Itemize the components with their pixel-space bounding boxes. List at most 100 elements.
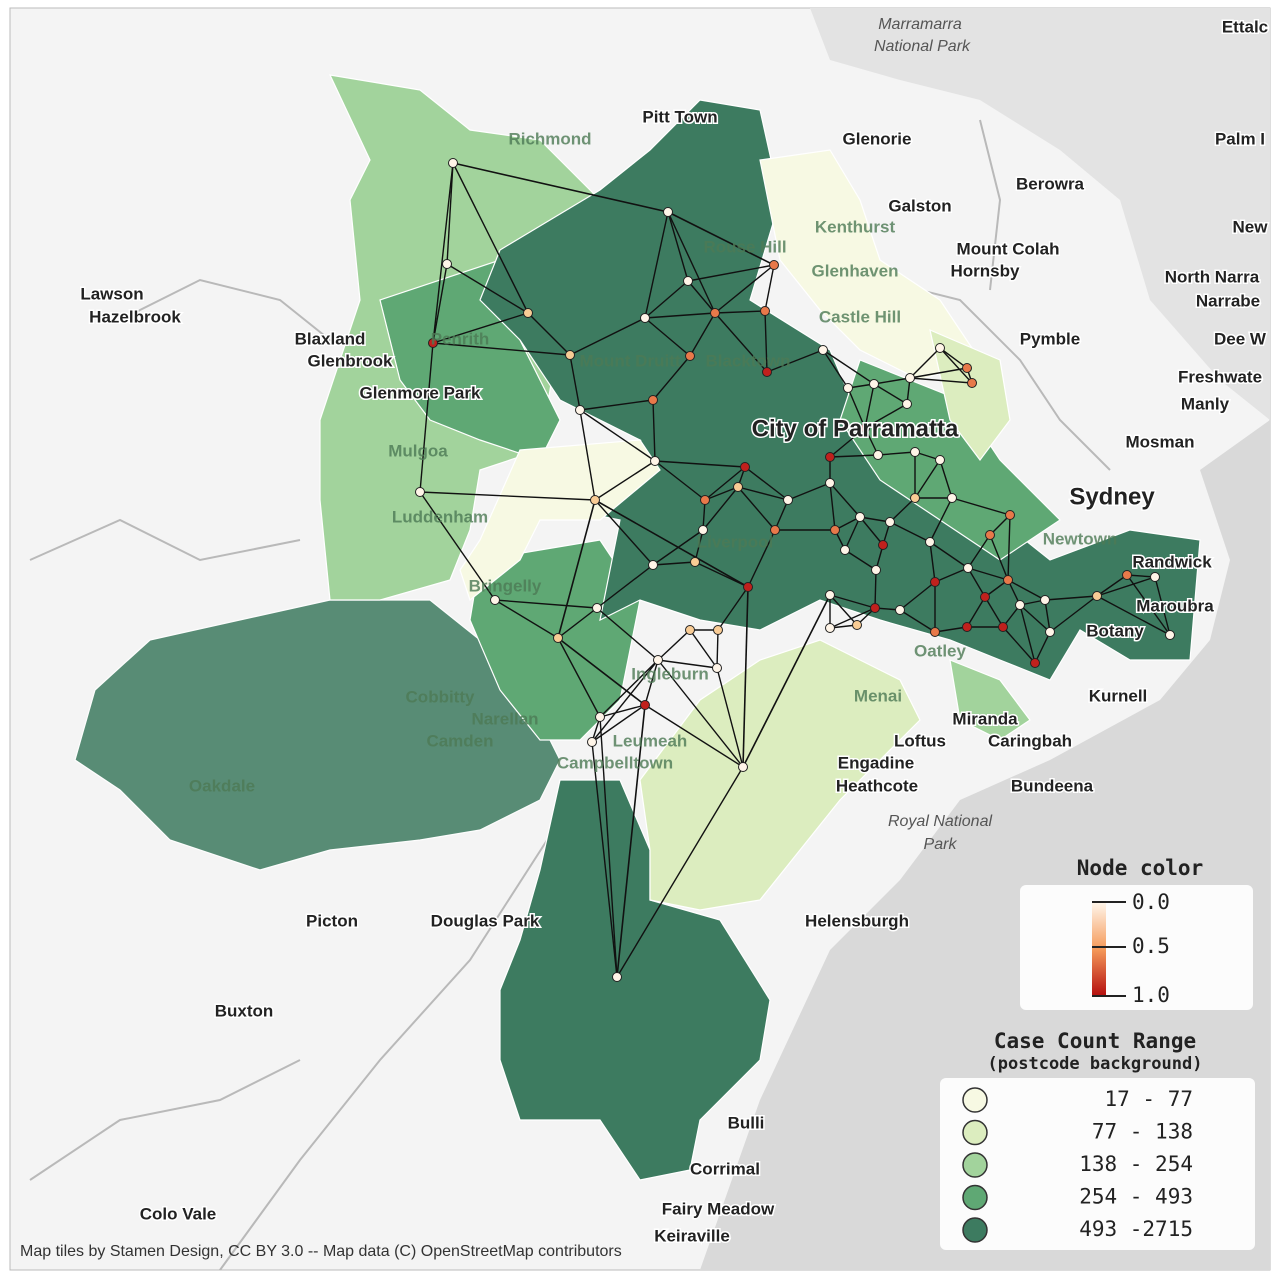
node — [925, 537, 935, 547]
edge — [967, 567, 1009, 581]
place-label: Randwick — [1132, 552, 1212, 571]
node — [1045, 627, 1055, 637]
edge — [989, 534, 1009, 581]
edge — [644, 312, 716, 319]
node — [825, 478, 835, 488]
place-label: Helensburgh — [805, 911, 909, 930]
place-label: Hazelbrook — [89, 307, 181, 326]
node — [1003, 575, 1013, 585]
roads — [29, 119, 1111, 1271]
edge — [934, 626, 968, 633]
place-label: Dee W — [1214, 329, 1267, 348]
place-label: Castle Hill — [819, 307, 901, 326]
node — [871, 565, 881, 575]
case-legend-box — [940, 1078, 1255, 1250]
edge — [557, 637, 601, 718]
edge — [1096, 574, 1128, 597]
place-label: Manly — [1181, 394, 1230, 413]
node — [825, 590, 835, 600]
edge — [654, 460, 746, 468]
edge — [1019, 604, 1036, 664]
node — [860, 423, 870, 433]
edge — [689, 312, 716, 357]
edge — [939, 459, 953, 499]
place-label: Blaxland — [295, 329, 366, 348]
place-label: Douglas Park — [431, 911, 540, 930]
place-label: North Narra — [1165, 267, 1260, 286]
place-label: Menai — [854, 686, 902, 705]
place-label: Galston — [888, 196, 951, 215]
node — [448, 158, 458, 168]
edge — [557, 499, 596, 639]
edge — [694, 529, 704, 563]
node — [935, 343, 945, 353]
place-label: National Park — [874, 38, 971, 55]
place-label: Engadine — [838, 753, 915, 772]
edge — [644, 211, 669, 319]
edge — [1019, 604, 1051, 633]
place-label: Glenhaven — [812, 261, 899, 280]
edge — [984, 596, 1004, 628]
edge — [704, 466, 746, 501]
edge — [616, 704, 646, 978]
node — [685, 625, 695, 635]
place-label: Oakdale — [189, 776, 255, 795]
node — [1040, 595, 1050, 605]
node — [769, 260, 779, 270]
edge — [689, 629, 718, 669]
place-label: Loftus — [894, 731, 946, 750]
place-label: Miranda — [952, 709, 1018, 728]
edge — [596, 607, 659, 661]
edge — [914, 459, 941, 499]
place-label: City of Parramatta — [752, 415, 959, 442]
edge — [702, 499, 706, 531]
place-label: Maroubra — [1136, 596, 1214, 615]
edge — [432, 312, 529, 344]
edge — [652, 355, 691, 401]
edge — [744, 466, 789, 501]
node — [590, 495, 600, 505]
edge — [929, 541, 936, 583]
edge — [737, 486, 776, 531]
node — [783, 495, 793, 505]
place-label: Marramarra — [878, 16, 962, 33]
node — [962, 363, 972, 373]
node — [843, 383, 853, 393]
place-label: Corrimal — [690, 1159, 760, 1178]
node — [825, 623, 835, 633]
edge — [829, 594, 858, 626]
place-label: Hornsby — [951, 261, 1021, 280]
node — [869, 379, 879, 389]
node — [1150, 572, 1160, 582]
edge — [1044, 595, 1098, 601]
legend-swatch — [962, 1152, 988, 1178]
edge — [967, 567, 986, 598]
edge — [1044, 599, 1051, 633]
edge — [717, 586, 749, 631]
edge — [742, 586, 749, 768]
edge — [829, 482, 861, 518]
edge — [432, 162, 454, 344]
edge — [939, 347, 968, 369]
edge — [657, 659, 744, 768]
place-label: Liverpool — [697, 532, 774, 551]
place-label: Newtown — [1043, 529, 1118, 548]
edge — [599, 716, 618, 978]
legend-swatch — [962, 1087, 988, 1113]
edge — [934, 567, 969, 583]
place-label: Luddenham — [392, 507, 488, 526]
node — [825, 452, 835, 462]
node — [873, 450, 883, 460]
edge — [829, 607, 876, 629]
edge — [939, 347, 973, 384]
edge — [667, 211, 689, 282]
edge — [652, 399, 656, 462]
place-label: Cobbitty — [406, 687, 475, 706]
node — [935, 455, 945, 465]
edge — [657, 629, 691, 661]
node — [738, 762, 748, 772]
place-label: Pitt Town — [642, 107, 717, 126]
colorbar — [1092, 902, 1106, 996]
edge — [596, 564, 654, 609]
